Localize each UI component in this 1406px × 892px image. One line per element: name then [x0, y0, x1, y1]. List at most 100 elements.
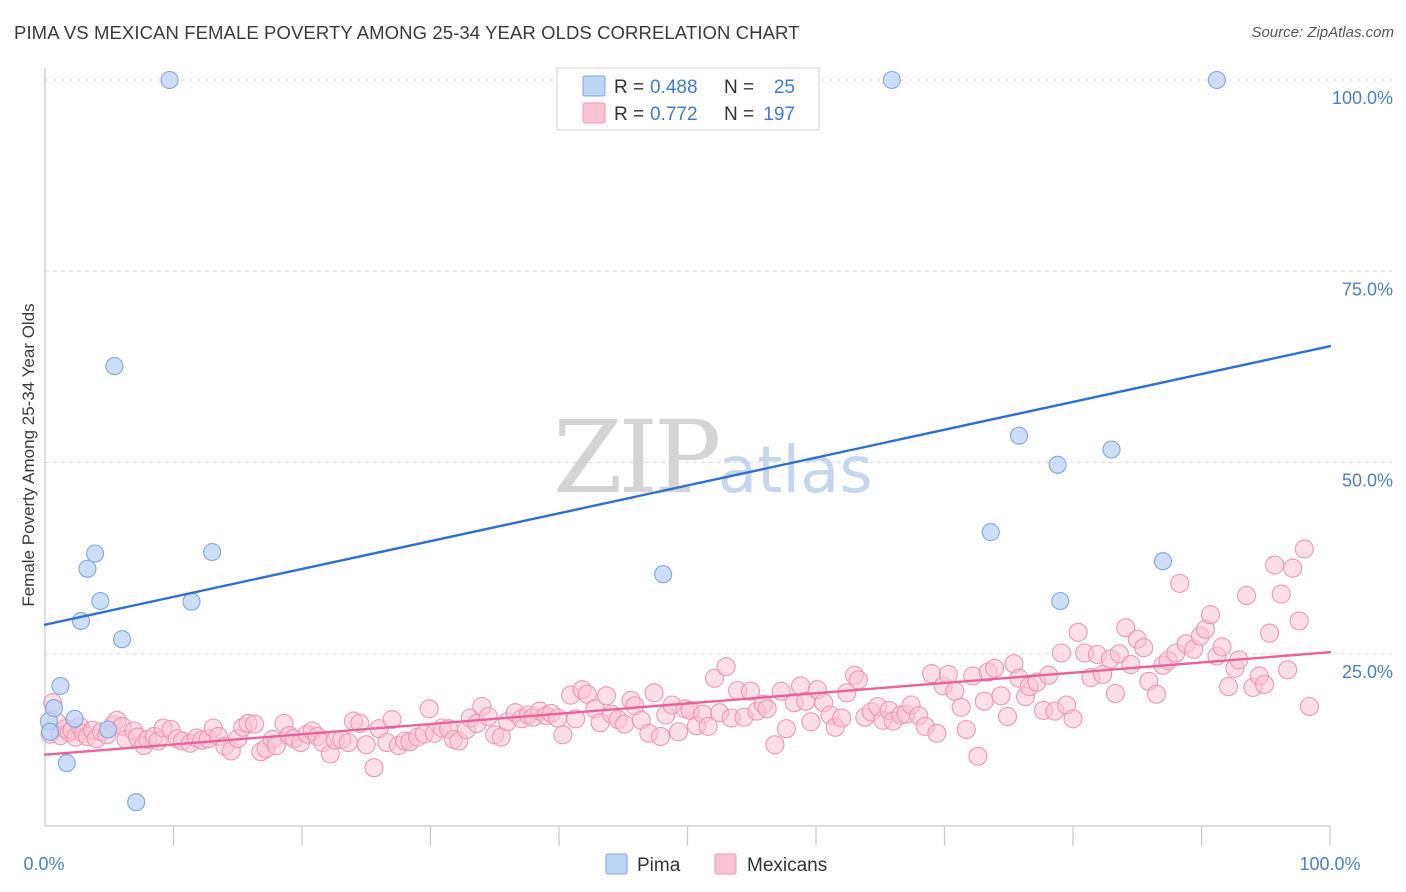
mexicans-point [566, 709, 586, 729]
mexicans-trend-line [43, 651, 1332, 756]
mexicans-point [650, 726, 671, 746]
mexicans-point [1283, 558, 1303, 578]
bottom-legend-pima: Pima [637, 855, 681, 876]
legend: R = 0.488 N = 25 R = 0.772 N = 197 [556, 67, 820, 131]
pima-point [1207, 70, 1226, 90]
pima-point [882, 70, 901, 90]
mexicans-point [553, 725, 573, 745]
mexicans-point [548, 708, 568, 728]
legend-mex-r-label: R = [614, 104, 644, 125]
pima-point [203, 542, 222, 562]
pima-point [127, 793, 146, 812]
mexicans-point [757, 699, 777, 719]
mexicans-point [1200, 605, 1221, 625]
mexicans-point [364, 758, 384, 778]
y-tick-label: 50.0% [1342, 471, 1393, 491]
mexicans-point [614, 714, 635, 734]
pima-point [51, 676, 70, 695]
mexicans-point [1051, 643, 1071, 663]
mexicans-point [997, 706, 1018, 727]
pima-point [105, 357, 124, 376]
mexicans-point [837, 683, 857, 703]
pima-point [654, 565, 673, 584]
pima-point [160, 70, 179, 90]
mexicans-point [740, 681, 761, 701]
source-label: Source: ZipAtlas.com [1251, 24, 1394, 41]
mexicans-point [338, 732, 358, 753]
mexicans-point [848, 670, 868, 690]
pima-points [39, 70, 1226, 812]
pima-point [98, 720, 118, 739]
mexicans-point [1068, 622, 1088, 642]
mexicans-point [956, 719, 976, 740]
mexicans-point [985, 658, 1005, 678]
legend-mex-r-value: 0.772 [650, 104, 698, 125]
mexicans-point [356, 735, 376, 755]
x-tick-label-min: 0.0% [23, 854, 64, 874]
x-ticks [172, 826, 1331, 846]
mexicans-point [244, 714, 265, 734]
pima-point [91, 591, 110, 611]
pima-point [1048, 455, 1067, 474]
mexicans-point [350, 713, 370, 733]
mexicans-point [478, 706, 498, 727]
pima-point [182, 592, 201, 611]
mexicans-point [1134, 638, 1154, 658]
mexicans-point [704, 668, 725, 688]
legend-swatch-pima [582, 75, 606, 97]
mexicans-point [1260, 623, 1280, 643]
mexicans-point [1289, 611, 1309, 631]
mexicans-point [1271, 584, 1291, 604]
y-tick-label: 100.0% [1332, 88, 1393, 108]
mexicans-point [1299, 696, 1319, 717]
mexicans-point [644, 683, 664, 703]
mexicans-point [1254, 674, 1275, 694]
pima-point [78, 559, 97, 578]
legend-pima-n-value: 25 [774, 77, 795, 98]
trend-lines [43, 345, 1332, 756]
bottom-legend-swatch-mexicans [714, 853, 737, 875]
mexicans-point [938, 664, 958, 684]
legend-mex-n-value: 197 [763, 104, 795, 125]
pima-point [1009, 426, 1029, 445]
pima-point [44, 699, 64, 718]
mexicans-point [1063, 709, 1083, 729]
y-tick-labels: 25.0% 50.0% 75.0% 100.0% [1332, 88, 1393, 682]
pima-point [57, 754, 76, 773]
mexicans-point [1265, 555, 1285, 575]
mexicans-point [419, 699, 439, 719]
mexicans-point [945, 681, 965, 701]
legend-pima-r-label: R = [614, 77, 644, 98]
mexicans-point [716, 657, 736, 677]
mexicans-point [668, 722, 689, 742]
mexicans-point [1294, 539, 1314, 559]
mexicans-point [1116, 618, 1136, 638]
bottom-legend: Pima Mexicans [605, 853, 827, 876]
watermark-atlas: atlas [718, 434, 873, 508]
bottom-legend-swatch-pima [605, 853, 628, 875]
pima-point [981, 523, 1000, 542]
watermark: ZIP atlas [553, 399, 873, 516]
legend-swatch-mexicans [582, 102, 606, 124]
mexicans-point [1212, 637, 1232, 657]
mexicans-point [1146, 684, 1167, 704]
x-tick-label-max: 100.0% [1299, 854, 1360, 874]
pima-point [1102, 440, 1121, 459]
y-tick-label: 75.0% [1342, 279, 1393, 299]
mexicans-point [1236, 586, 1257, 606]
pima-point [41, 722, 60, 741]
mexicans-point [991, 686, 1011, 706]
mexicans-point [1218, 677, 1239, 697]
mexicans-point [801, 712, 821, 732]
y-axis-label: Female Poverty Among 25-34 Year Olds [19, 303, 38, 606]
mexicans-point [1278, 660, 1298, 680]
legend-pima-r-value: 0.488 [650, 77, 698, 98]
mexicans-point [974, 691, 994, 711]
mexicans-point [927, 723, 947, 743]
pima-point [113, 630, 132, 649]
mexicans-point [698, 716, 718, 736]
legend-mex-n-label: N = [724, 104, 754, 125]
pima-point [1153, 552, 1173, 571]
mexicans-point [382, 709, 402, 730]
